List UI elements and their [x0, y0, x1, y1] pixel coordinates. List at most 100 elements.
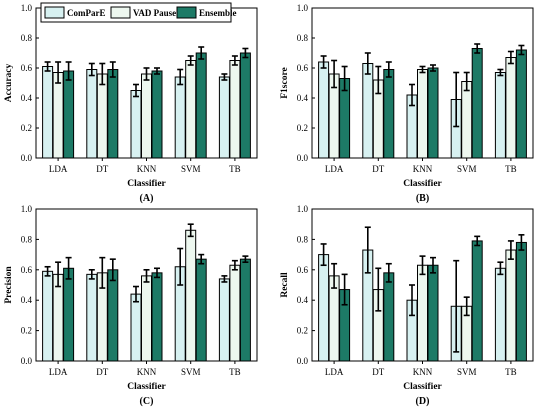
x-tick-label: TB [505, 367, 517, 377]
bar-ensemble [63, 267, 75, 362]
bar-compare [174, 76, 186, 159]
bar-vad-pause [96, 73, 108, 159]
panel-label: (A) [140, 193, 154, 204]
legend-label-compare: ComParE [67, 8, 106, 18]
panel-label: (B) [416, 193, 429, 204]
y-tick-label: 0.2 [297, 123, 308, 133]
bar-ensemble [427, 67, 439, 159]
y-tick-label: 1.0 [21, 204, 33, 214]
bar-ensemble [515, 49, 527, 159]
y-tick-label: 0.0 [297, 356, 309, 366]
chart-panel-a: 0.0 0.2 0.4 0.6 0.8 1.0 LDA DT KNN SVM TB Classifie… [4, 3, 258, 204]
legend-swatch-vad-pause [110, 6, 131, 19]
y-axis-title: F1score [280, 67, 290, 98]
bar-vad-pause [52, 273, 64, 362]
y-tick-label: 1.0 [297, 3, 309, 13]
chart-panel-c: 0.0 0.2 0.4 0.6 0.8 1.0 LDA DT KNN SVM TB Classifie… [4, 204, 258, 407]
legend-swatch-ensemble [176, 6, 197, 19]
y-tick-label: 0.4 [297, 93, 309, 103]
panels-layer: 0.0 0.2 0.4 0.6 0.8 1.0 LDA DT KNN SVM TB Classifie… [4, 3, 534, 407]
bar-compare [42, 66, 54, 159]
x-tick-label: SVM [457, 367, 477, 377]
bar-compare [318, 61, 330, 159]
bar-ensemble [63, 70, 75, 159]
bar-vad-pause [185, 229, 197, 362]
bar-vad-pause [185, 60, 197, 159]
y-tick-label: 0.2 [21, 326, 32, 336]
x-tick-label: LDA [325, 164, 344, 174]
y-axis-title: Precision [4, 266, 14, 304]
x-tick-label: DT [96, 367, 108, 377]
y-tick-label: 0.8 [297, 33, 309, 43]
bar-compare [362, 63, 374, 159]
x-tick-label: DT [372, 164, 384, 174]
y-tick-label: 0.0 [21, 153, 33, 163]
panel-label: (D) [416, 396, 430, 407]
legend-label-vad-pause: VAD Pause [133, 8, 176, 18]
bar-ensemble [427, 264, 439, 362]
legend: ComParE VAD Pause Ensemble [40, 2, 237, 23]
y-tick-label: 0.2 [21, 123, 32, 133]
y-tick-label: 0.8 [21, 234, 33, 244]
bar-ensemble [151, 272, 163, 362]
bar-vad-pause [461, 81, 473, 159]
y-tick-label: 0.6 [21, 63, 33, 73]
bar-ensemble [239, 52, 251, 159]
bar-vad-pause [417, 264, 428, 362]
bar-ensemble [471, 240, 483, 362]
bar-compare [42, 270, 54, 362]
bar-ensemble [195, 258, 207, 362]
bar-ensemble [239, 258, 251, 362]
x-tick-label: SVM [181, 164, 201, 174]
bar-vad-pause [141, 275, 152, 362]
x-tick-label: DT [372, 367, 384, 377]
bar-ensemble [471, 48, 483, 159]
y-tick-label: 0.6 [297, 265, 309, 275]
x-tick-label: TB [229, 164, 241, 174]
bar-compare [86, 69, 98, 159]
x-axis-title: Classifier [403, 382, 442, 392]
panel-label: (C) [140, 396, 154, 407]
bar-vad-pause [141, 73, 152, 159]
y-tick-label: 0.6 [21, 265, 33, 275]
bar-ensemble [383, 272, 395, 362]
x-tick-label: LDA [49, 367, 68, 377]
y-tick-label: 0.2 [297, 326, 308, 336]
x-tick-label: LDA [325, 367, 344, 377]
y-axis-title: Accuracy [4, 63, 14, 102]
bar-compare [86, 273, 98, 362]
y-tick-label: 0.4 [21, 295, 33, 305]
bar-compare [218, 278, 230, 362]
bar-vad-pause [417, 69, 428, 159]
bar-compare [494, 72, 506, 159]
bar-ensemble [515, 241, 527, 362]
x-tick-label: SVM [457, 164, 477, 174]
y-tick-label: 0.8 [297, 234, 309, 244]
legend-swatch-compare [44, 6, 65, 19]
y-tick-label: 0.6 [297, 63, 309, 73]
x-tick-label: KNN [137, 164, 157, 174]
y-tick-label: 0.8 [21, 33, 33, 43]
bar-vad-pause [229, 264, 241, 362]
x-tick-label: TB [505, 164, 517, 174]
y-tick-label: 1.0 [297, 204, 309, 214]
chart-panel-b: 0.0 0.2 0.4 0.6 0.8 1.0 LDA DT KNN SVM TB Classifie… [280, 3, 534, 204]
x-tick-label: KNN [413, 367, 433, 377]
bar-vad-pause [505, 57, 517, 159]
y-tick-label: 0.0 [297, 153, 309, 163]
bar-ensemble [383, 69, 395, 159]
x-tick-label: LDA [49, 164, 68, 174]
x-axis-title: Classifier [127, 179, 166, 189]
bar-vad-pause [505, 249, 517, 362]
x-tick-label: KNN [413, 164, 433, 174]
bar-ensemble [195, 52, 207, 159]
chart-panel-d: 0.0 0.2 0.4 0.6 0.8 1.0 LDA DT KNN SVM TB Classifie… [280, 204, 534, 407]
legend-label-ensemble: Ensemble [199, 8, 237, 18]
x-tick-label: DT [96, 164, 108, 174]
y-axis-title: Recall [280, 272, 290, 298]
bar-vad-pause [52, 72, 64, 159]
x-tick-label: SVM [181, 367, 201, 377]
x-axis-title: Classifier [403, 179, 442, 189]
bar-compare [130, 90, 142, 159]
bar-compare [218, 76, 230, 159]
